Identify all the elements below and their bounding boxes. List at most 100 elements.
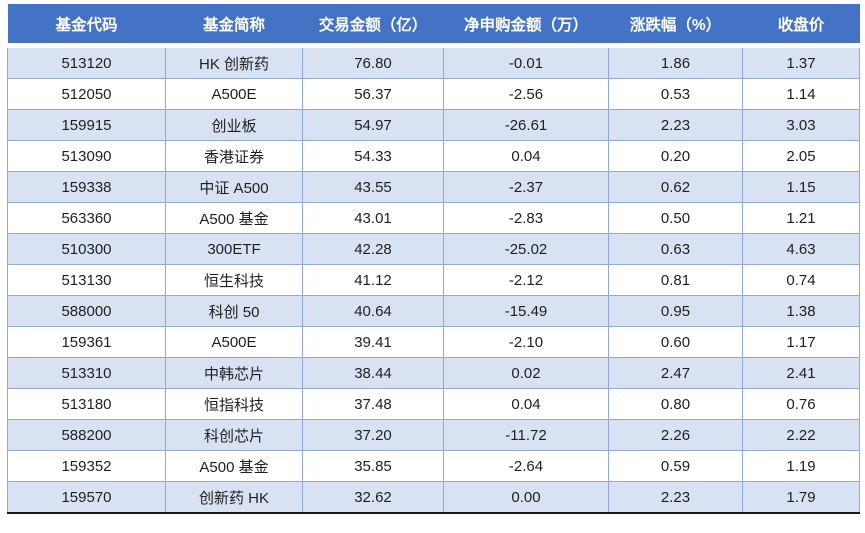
table-cell: -15.49	[443, 295, 609, 327]
table-row: 512050 A500E 56.37 -2.56 0.53 1.14	[7, 78, 860, 110]
table-cell: 159915	[7, 109, 166, 141]
table-cell: 创业板	[165, 109, 303, 141]
table-cell: 43.01	[302, 202, 444, 234]
table-cell: 563360	[7, 202, 166, 234]
table-cell: 2.26	[608, 419, 743, 451]
fund-table: 基金代码 基金简称 交易金额（亿） 净申购金额（万） 涨跌幅（%） 收盘价 51…	[7, 4, 860, 514]
table-cell: 40.64	[302, 295, 444, 327]
table-row: 588000 科创 50 40.64 -15.49 0.95 1.38	[7, 295, 860, 327]
table-cell: -2.37	[443, 171, 609, 203]
table-cell: 513120	[7, 45, 166, 79]
table-cell: 41.12	[302, 264, 444, 296]
table-cell: -2.10	[443, 326, 609, 358]
table-cell: 1.15	[742, 171, 860, 203]
table-row: 159352 A500 基金 35.85 -2.64 0.59 1.19	[7, 450, 860, 482]
table-cell: 0.59	[608, 450, 743, 482]
table-cell: 恒指科技	[165, 388, 303, 420]
table-cell: 54.97	[302, 109, 444, 141]
table-body: 513120 HK 创新药 76.80 -0.01 1.86 1.37 512050 A500…	[7, 45, 860, 514]
table-cell: A500E	[165, 78, 303, 110]
table-cell: -11.72	[443, 419, 609, 451]
table-cell: 159570	[7, 481, 166, 514]
table-cell: 4.63	[742, 233, 860, 265]
table-row: 513120 HK 创新药 76.80 -0.01 1.86 1.37	[7, 45, 860, 79]
table-cell: 32.62	[302, 481, 444, 514]
table-cell: 中韩芯片	[165, 357, 303, 389]
table-cell: 1.38	[742, 295, 860, 327]
table-cell: 0.04	[443, 140, 609, 172]
table-cell: 588200	[7, 419, 166, 451]
table-cell: 3.03	[742, 109, 860, 141]
table-cell: -2.12	[443, 264, 609, 296]
table-cell: 35.85	[302, 450, 444, 482]
table-cell: 中证 A500	[165, 171, 303, 203]
table-cell: A500E	[165, 326, 303, 358]
table-cell: 39.41	[302, 326, 444, 358]
table-cell: 0.60	[608, 326, 743, 358]
table-cell: 0.53	[608, 78, 743, 110]
table-cell: 2.47	[608, 357, 743, 389]
table-cell: 37.20	[302, 419, 444, 451]
table-row: 513130 恒生科技 41.12 -2.12 0.81 0.74	[7, 264, 860, 296]
table-cell: -2.56	[443, 78, 609, 110]
table-cell: A500 基金	[165, 202, 303, 234]
header-row: 基金代码 基金简称 交易金额（亿） 净申购金额（万） 涨跌幅（%） 收盘价	[7, 4, 860, 48]
table-cell: A500 基金	[165, 450, 303, 482]
table-cell: 0.04	[443, 388, 609, 420]
table-row: 510300 300ETF 42.28 -25.02 0.63 4.63	[7, 233, 860, 265]
column-header-fund-code: 基金代码	[7, 4, 166, 48]
column-header-net-subscription: 净申购金额（万）	[443, 4, 609, 48]
table-cell: 0.50	[608, 202, 743, 234]
table-cell: 1.17	[742, 326, 860, 358]
table-header: 基金代码 基金简称 交易金额（亿） 净申购金额（万） 涨跌幅（%） 收盘价	[7, 4, 860, 48]
table-cell: 513090	[7, 140, 166, 172]
table-cell: 37.48	[302, 388, 444, 420]
table-cell: 1.79	[742, 481, 860, 514]
table-cell: 159361	[7, 326, 166, 358]
table-cell: 510300	[7, 233, 166, 265]
table-cell: 42.28	[302, 233, 444, 265]
table-cell: -0.01	[443, 45, 609, 79]
table-cell: 56.37	[302, 78, 444, 110]
table-cell: 恒生科技	[165, 264, 303, 296]
table-cell: 513310	[7, 357, 166, 389]
table-cell: -2.64	[443, 450, 609, 482]
table-cell: 0.95	[608, 295, 743, 327]
table-cell: 0.63	[608, 233, 743, 265]
table-row: 159361 A500E 39.41 -2.10 0.60 1.17	[7, 326, 860, 358]
table-cell: 38.44	[302, 357, 444, 389]
table-cell: 创新药 HK	[165, 481, 303, 514]
table-cell: 0.80	[608, 388, 743, 420]
table-cell: 76.80	[302, 45, 444, 79]
table-cell: 1.19	[742, 450, 860, 482]
table-cell: 54.33	[302, 140, 444, 172]
table-cell: 0.20	[608, 140, 743, 172]
table-row: 563360 A500 基金 43.01 -2.83 0.50 1.21	[7, 202, 860, 234]
table-cell: 0.74	[742, 264, 860, 296]
column-header-trade-amount: 交易金额（亿）	[302, 4, 444, 48]
column-header-change-pct: 涨跌幅（%）	[608, 4, 743, 48]
table-cell: 2.23	[608, 481, 743, 514]
table-cell: 科创芯片	[165, 419, 303, 451]
table-cell: HK 创新药	[165, 45, 303, 79]
column-header-fund-name: 基金简称	[165, 4, 303, 48]
table-cell: 300ETF	[165, 233, 303, 265]
table-cell: 1.21	[742, 202, 860, 234]
table-row: 588200 科创芯片 37.20 -11.72 2.26 2.22	[7, 419, 860, 451]
table-cell: 512050	[7, 78, 166, 110]
table-row: 159338 中证 A500 43.55 -2.37 0.62 1.15	[7, 171, 860, 203]
table-row: 513180 恒指科技 37.48 0.04 0.80 0.76	[7, 388, 860, 420]
table-cell: 1.37	[742, 45, 860, 79]
column-header-close-price: 收盘价	[742, 4, 860, 48]
table-row: 159915 创业板 54.97 -26.61 2.23 3.03	[7, 109, 860, 141]
table-cell: -25.02	[443, 233, 609, 265]
table-cell: 2.22	[742, 419, 860, 451]
table-cell: 2.41	[742, 357, 860, 389]
table-cell: 2.23	[608, 109, 743, 141]
table-cell: -26.61	[443, 109, 609, 141]
table-cell: -2.83	[443, 202, 609, 234]
table-cell: 513130	[7, 264, 166, 296]
table-cell: 513180	[7, 388, 166, 420]
table-cell: 0.81	[608, 264, 743, 296]
